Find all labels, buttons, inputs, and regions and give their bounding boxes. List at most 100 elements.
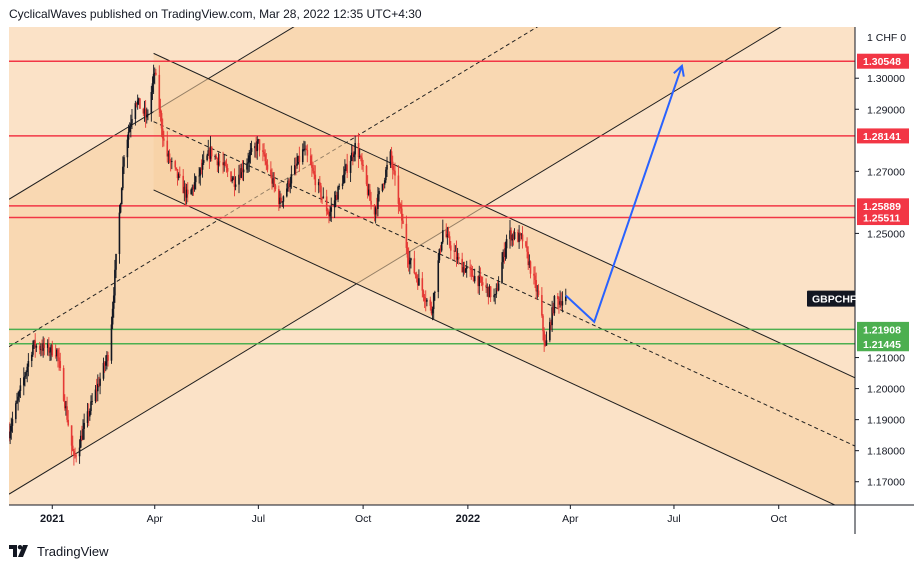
candle-up <box>345 164 347 170</box>
symbol-tag <box>807 290 855 307</box>
candle-down <box>550 322 552 326</box>
candle-down <box>75 455 77 457</box>
footer: TradingView <box>9 541 109 561</box>
support-tag-label: 1.21445 <box>863 339 901 351</box>
candle-down <box>155 72 157 75</box>
candle-up <box>462 267 465 273</box>
candle-down <box>487 287 490 298</box>
candle-up <box>549 322 551 341</box>
candle-up <box>119 204 122 213</box>
candle-up <box>206 155 208 161</box>
candle-up <box>128 126 131 132</box>
candle-up <box>446 234 449 237</box>
candle-up <box>16 400 18 404</box>
candle-down <box>526 246 528 252</box>
candle-up <box>354 143 356 155</box>
candle-down <box>521 234 524 242</box>
resistance-tag-1.30548 <box>857 53 909 69</box>
candle-up <box>353 154 355 158</box>
candle-up <box>231 179 233 182</box>
y-tick-label: 1.18000 <box>867 446 905 458</box>
axes-layer: 1.17000 1.18000 1.19000 1.20000 1.21000 1.250… <box>9 27 914 534</box>
candle-down <box>230 171 232 182</box>
candle-down <box>405 223 408 248</box>
y-tick-label: 1.19000 <box>867 415 905 427</box>
candle-down <box>357 143 360 158</box>
candle-down <box>258 139 261 151</box>
candle-down <box>416 278 419 286</box>
candle-up <box>559 301 561 305</box>
candle-down <box>59 361 62 369</box>
candle-down <box>407 257 410 265</box>
candle-down <box>200 168 203 170</box>
candle-down <box>455 250 458 260</box>
candle-down <box>552 307 555 314</box>
candle-down <box>393 169 395 171</box>
candle-down <box>352 152 354 158</box>
candle-up <box>78 447 81 457</box>
x-tick-label: Apr <box>562 513 579 525</box>
candle-down <box>479 275 482 277</box>
candle-up <box>82 428 84 440</box>
candle-up <box>389 151 392 165</box>
candle-up <box>502 252 504 263</box>
candle-up <box>207 150 210 156</box>
candle-down <box>360 156 362 158</box>
candle-up <box>249 151 252 156</box>
candle-down <box>168 153 171 162</box>
candle-up <box>454 250 457 252</box>
resistance-tag-1.25511 <box>857 210 909 226</box>
candle-down <box>314 174 317 186</box>
chart-frame[interactable]: 1.17000 1.18000 1.19000 1.20000 1.21000 1.250… <box>9 27 914 534</box>
candle-down <box>192 186 195 190</box>
candle-up <box>501 262 503 284</box>
candle-up <box>111 308 114 325</box>
candle-up <box>289 183 292 187</box>
candle-down <box>390 151 393 162</box>
candle-up <box>520 234 523 236</box>
y-tick-label: 1.20000 <box>867 384 905 396</box>
candle-up <box>290 174 293 184</box>
candle-up <box>440 242 443 251</box>
candle-up <box>185 189 188 198</box>
candle-down <box>255 146 257 152</box>
candle-down <box>328 214 330 217</box>
candle-down <box>225 165 228 169</box>
tradingview-logo-icon[interactable] <box>9 544 31 558</box>
candle-up <box>513 232 516 240</box>
candle-up <box>202 160 205 163</box>
candle-down <box>397 175 400 204</box>
candle-down <box>273 178 276 186</box>
x-tick-label: Oct <box>355 513 371 525</box>
candle-up <box>254 146 256 149</box>
candle-down <box>375 207 378 209</box>
candle-up <box>350 152 353 162</box>
candle-down <box>366 184 369 195</box>
candle-up <box>11 419 14 426</box>
candle-up <box>561 301 564 306</box>
tradingview-brand[interactable]: TradingView <box>37 543 109 559</box>
candle-down <box>399 204 402 209</box>
candle-up <box>24 375 26 378</box>
candle-down <box>215 156 218 159</box>
candle-up <box>94 389 97 402</box>
candle-up <box>234 184 237 187</box>
candle-down <box>178 174 181 176</box>
candle-up <box>551 307 553 326</box>
candle-down <box>430 305 433 314</box>
support-tag-label: 1.21908 <box>863 324 901 336</box>
candle-down <box>161 128 164 139</box>
candle-up <box>143 109 146 114</box>
candle-up <box>494 294 496 296</box>
candle-up <box>279 197 281 205</box>
candle-up <box>341 183 344 186</box>
candle-down <box>63 400 66 409</box>
candles-layer <box>9 64 567 466</box>
price-chart[interactable]: 1.17000 1.18000 1.19000 1.20000 1.21000 1.250… <box>9 27 914 534</box>
candle-down <box>38 345 41 350</box>
candle-down <box>463 267 466 273</box>
candle-up <box>232 177 235 180</box>
candle-down <box>208 150 211 159</box>
resistance-tag-label: 1.30548 <box>863 56 901 68</box>
projection-layer <box>565 63 685 324</box>
